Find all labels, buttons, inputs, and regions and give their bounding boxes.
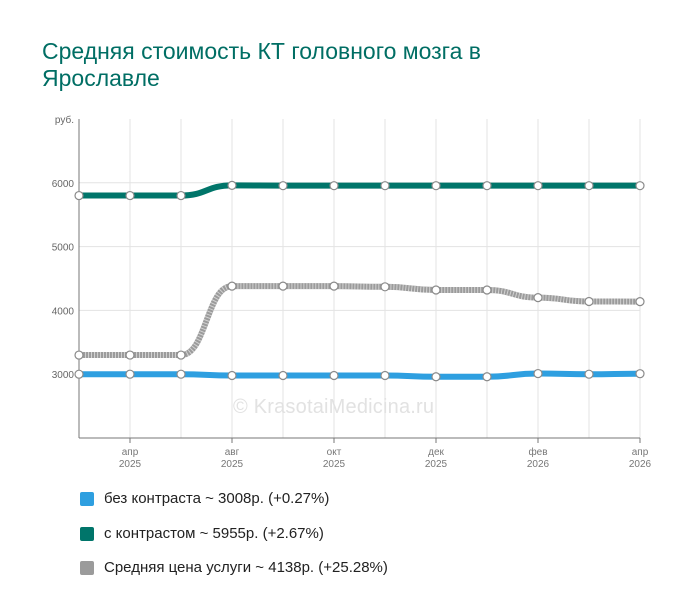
data-point [329,181,339,191]
series-layer [74,180,645,382]
data-point [431,181,441,191]
legend-swatch [80,560,94,575]
data-point [380,282,390,292]
data-point [584,296,594,307]
data-point [125,369,135,379]
legend-item-average[interactable]: Средняя цена услуги ~ 4138р. (+25.28%) [80,559,388,576]
data-point [125,190,135,201]
x-tick-label-month: апр [122,447,139,458]
data-point [431,372,441,382]
series-line-stripes [79,283,641,359]
data-point [74,190,84,201]
chart-title: Средняя стоимость КТ головного мозга в Я… [42,38,481,91]
x-tick-label-month: фев [528,446,547,458]
legend-label: без контраста ~ 3008р. (+0.27%) [104,490,330,507]
data-point [227,281,237,291]
x-tick-label-month: окт [327,447,342,458]
data-point [176,190,186,201]
x-tick-label-month: авг [225,447,240,458]
data-point [533,368,543,379]
legend-item-no-contrast[interactable]: без контраста ~ 3008р. (+0.27%) [80,490,329,507]
line-chart: руб.3000400050006000апр2025авг2025окт202… [52,114,652,470]
data-point [74,369,84,379]
data-point [329,370,339,381]
series-line [76,370,643,380]
y-unit-label: руб. [55,114,74,126]
x-tick-label-year: 2025 [119,459,142,470]
data-point [380,370,390,381]
legend-swatch [80,526,94,541]
data-point [176,350,186,360]
data-point [278,281,288,291]
data-point [635,181,645,191]
x-tick-label-year: 2026 [629,459,652,470]
y-tick-label: 5000 [52,243,75,254]
legend-swatch [80,491,94,506]
data-point [635,296,645,307]
data-point [278,181,288,191]
series-0 [74,368,645,382]
y-tick-label: 3000 [52,370,75,381]
grid [79,119,641,438]
data-point [74,350,84,360]
data-point [329,281,339,291]
data-point [125,350,135,360]
watermark: © KrasotaiMedicina.ru [233,396,435,418]
data-point [533,293,543,303]
y-tick-label: 6000 [52,179,75,190]
x-tick-label-year: 2026 [527,459,550,470]
series-2 [74,281,645,360]
x-tick-label-month: апр [632,447,649,458]
axes [78,119,641,443]
data-point [278,370,288,381]
legend-label: Средняя цена услуги ~ 4138р. (+25.28%) [104,559,388,576]
x-tick-label-year: 2025 [425,459,448,470]
series-line [76,182,643,199]
legend-label: с контрастом ~ 5955р. (+2.67%) [104,525,324,542]
x-tick-label-year: 2025 [221,459,244,470]
data-point [482,372,492,382]
data-point [380,181,390,191]
data-point [431,285,441,295]
y-tick-label: 4000 [52,306,75,317]
data-point [635,369,645,379]
x-tick-label-year: 2025 [323,459,346,470]
data-point [584,181,594,191]
data-point [482,181,492,191]
data-point [533,181,543,191]
series-1 [74,180,645,201]
legend-item-contrast[interactable]: с контрастом ~ 5955р. (+2.67%) [80,525,324,542]
data-point [227,370,237,381]
data-point [176,369,186,379]
x-tick-label-month: дек [428,447,444,458]
data-point [227,180,237,190]
data-point [584,369,594,379]
series-line [76,283,643,359]
tick-labels: руб.3000400050006000апр2025авг2025окт202… [52,114,652,470]
data-point [482,285,492,295]
